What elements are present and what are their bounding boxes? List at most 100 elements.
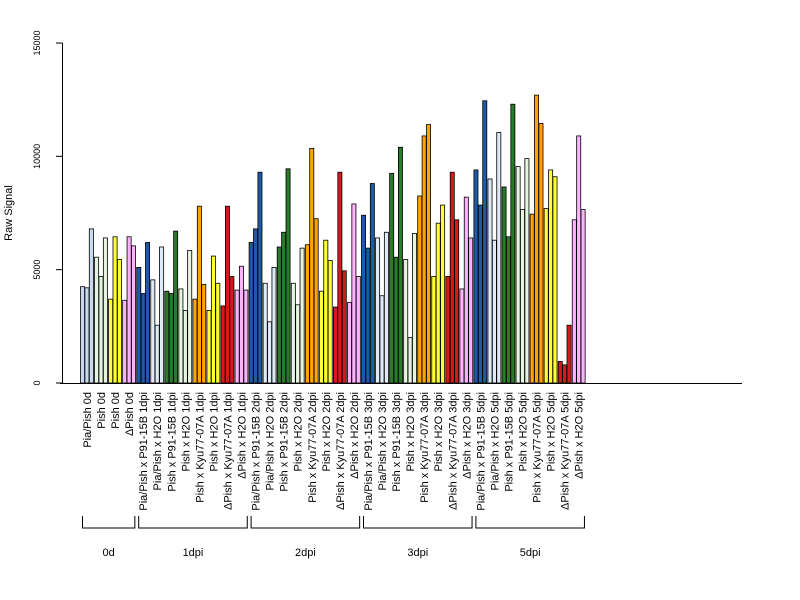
bar <box>389 172 395 384</box>
x-tick-label: ΔPish x H2O 2dpi <box>349 392 361 479</box>
bar <box>417 195 423 384</box>
bar <box>178 288 184 384</box>
bar <box>229 276 235 384</box>
x-tick-label: ΔPish x Kyu77-07A 1dpi <box>222 392 234 510</box>
bar <box>257 171 263 384</box>
y-axis-label: Raw Signal <box>3 185 15 241</box>
y-tick-label: 10000 <box>32 144 42 169</box>
bar <box>164 290 170 384</box>
bar <box>117 259 122 384</box>
bar <box>159 246 165 384</box>
bar <box>557 361 563 384</box>
bar <box>243 289 249 384</box>
bar <box>248 242 254 384</box>
bar <box>173 230 179 384</box>
bar <box>201 283 207 384</box>
bar <box>468 237 474 384</box>
bar <box>84 287 90 384</box>
bar <box>566 324 572 384</box>
bar <box>281 231 287 384</box>
bar <box>318 290 324 384</box>
x-tick-label: ΔPish x Kyu77-07A 3dpi <box>447 392 459 510</box>
x-tick-label: Pish x P91-15B 5dpi <box>503 392 515 492</box>
bar <box>407 337 413 384</box>
category-labels: Pia/Pish 0d Pish 0d Pish 0d ΔPish 0d Pia/Pis… <box>82 392 586 511</box>
x-tick-label: Pish 0d <box>96 392 108 429</box>
bar <box>454 219 460 384</box>
bar <box>262 282 268 384</box>
x-tick-label: Pish x P91-15B 1dpi <box>166 392 178 492</box>
bar <box>505 236 511 384</box>
x-tick-label: Pish x Kyu77-07A 1dpi <box>194 392 206 503</box>
group-label: 1dpi <box>183 547 204 559</box>
bar <box>323 239 329 384</box>
bar <box>304 244 310 384</box>
bar <box>510 103 516 384</box>
bar <box>290 282 296 384</box>
bar <box>122 299 128 384</box>
bar <box>182 310 188 384</box>
x-tick-label: Pish x Kyu77-07A 2dpi <box>307 392 319 503</box>
x-tick-label: Pia/Pish x H2O 5dpi <box>489 392 501 490</box>
bar <box>383 231 389 384</box>
bar <box>501 186 507 384</box>
bar <box>337 171 343 384</box>
bar <box>327 260 333 384</box>
bar <box>215 282 221 384</box>
bar <box>102 237 108 384</box>
bar <box>520 209 525 384</box>
x-tick-label: Pish x H2O 5dpi <box>518 392 530 471</box>
bar <box>515 166 521 384</box>
x-tick-label: ΔPish x Kyu77-07A 2dpi <box>335 392 347 510</box>
bar <box>94 256 100 384</box>
bar <box>548 169 554 384</box>
bar <box>529 213 535 384</box>
bar <box>309 147 315 384</box>
x-tick-label: ΔPish 0d <box>124 392 136 436</box>
bar <box>145 242 150 384</box>
x-tick-label: Pish x H2O 3dpi <box>405 392 417 471</box>
bar <box>449 171 455 384</box>
x-tick-label: Pish x Kyu77-07A 5dpi <box>532 392 544 503</box>
bar <box>210 255 216 384</box>
bar <box>496 132 502 384</box>
x-tick-label: Pia/Pish x H2O 1dpi <box>152 392 164 490</box>
bar <box>552 176 558 384</box>
bar <box>473 169 479 384</box>
group-label: 0d <box>103 547 115 559</box>
x-tick-label: Pia/Pish x H2O 3dpi <box>377 392 389 490</box>
bar <box>332 306 338 384</box>
bar <box>403 259 409 384</box>
x-tick-label: ΔPish x Kyu77-07A 5dpi <box>560 392 572 510</box>
x-tick-label: Pia/Pish x P91-15B 1dpi <box>138 392 150 511</box>
bar <box>538 123 544 384</box>
y-tick-label: 0 <box>32 380 42 385</box>
bar <box>524 158 530 384</box>
bar <box>80 286 85 384</box>
group-bracket <box>250 516 361 529</box>
group-bracket <box>138 516 248 529</box>
bar <box>196 205 202 384</box>
bar <box>477 204 483 384</box>
bar <box>431 276 437 384</box>
bar <box>168 293 174 384</box>
bar <box>365 247 371 384</box>
x-tick-label: Pish x H2O 1dpi <box>208 392 220 471</box>
bar <box>369 183 375 384</box>
bar <box>192 298 198 384</box>
x-tick-label: Pish x P91-15B 3dpi <box>391 392 403 492</box>
bar <box>375 237 381 384</box>
bar <box>355 276 361 384</box>
bar <box>267 321 273 384</box>
bar <box>487 178 493 384</box>
group-label: 3dpi <box>407 547 428 559</box>
bar <box>108 298 114 384</box>
x-tick-label: Pish x H2O 3dpi <box>433 392 445 471</box>
bar <box>154 324 160 384</box>
x-tick-label: Pish x Kyu77-07A 3dpi <box>419 392 431 503</box>
x-tick-label: Pish x H2O 2dpi <box>321 392 333 471</box>
bar <box>126 236 132 384</box>
bar <box>361 214 366 384</box>
group-bracket <box>363 516 473 529</box>
bar <box>351 203 357 384</box>
